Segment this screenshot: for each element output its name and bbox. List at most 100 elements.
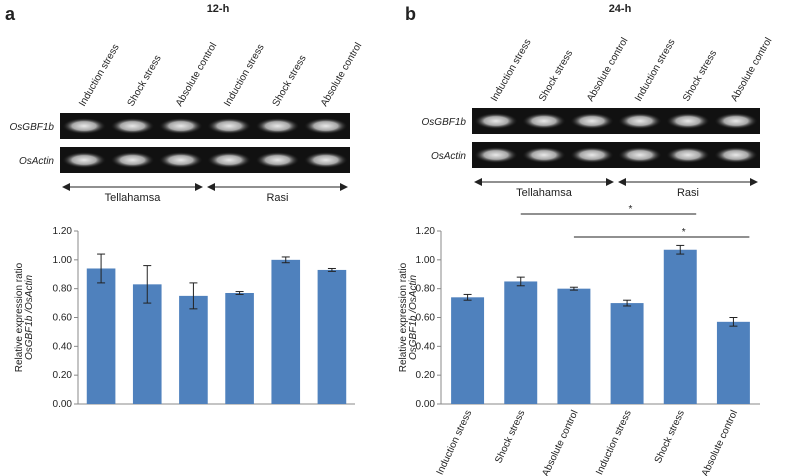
bar <box>557 288 591 404</box>
gel-band <box>255 118 300 134</box>
y-tick-label: 0.20 <box>53 370 73 381</box>
bar <box>716 321 750 404</box>
error-bar <box>281 256 290 264</box>
gel-row-label: OsActin <box>19 156 54 167</box>
gel-band <box>304 152 348 168</box>
y-tick-label: 0.40 <box>53 341 73 352</box>
gel-band <box>570 113 614 129</box>
gel-band <box>62 152 106 168</box>
gel-band <box>618 113 662 129</box>
group-label: Rasi <box>266 192 288 204</box>
bar <box>271 259 301 404</box>
gel-strip <box>472 108 760 134</box>
lane-label: Absolute control <box>319 41 364 109</box>
lane-label: Absolute control <box>174 41 219 109</box>
x-tick-label: Absolute control <box>540 409 580 476</box>
gel-band <box>666 147 710 163</box>
gel-band <box>570 147 614 163</box>
gel-row-label: OsActin <box>431 151 466 162</box>
y-tick-label: 0.80 <box>416 284 436 295</box>
chart-title: 24-h <box>609 3 632 15</box>
error-bar <box>463 293 472 301</box>
gel-band <box>62 118 106 134</box>
bar <box>317 269 347 404</box>
gel-strip <box>472 142 760 168</box>
error-bar <box>729 317 738 327</box>
error-bar <box>327 267 336 272</box>
panel-label: a <box>5 4 16 24</box>
group-label: Tellahamsa <box>516 187 573 199</box>
y-axis-label: OsGBF1b /OsActin <box>408 275 419 360</box>
chart-title: 12-h <box>207 3 230 15</box>
y-tick-label: 0.80 <box>53 284 73 295</box>
bar <box>610 303 644 404</box>
gel-band <box>474 147 518 163</box>
bar <box>179 295 208 404</box>
gel-band <box>618 147 662 163</box>
significance-mark: * <box>629 204 633 215</box>
gel-band <box>304 118 348 134</box>
lane-label: Induction stress <box>222 42 267 108</box>
error-bar <box>235 291 244 295</box>
lane-label: Induction stress <box>489 37 534 103</box>
gel-strip <box>60 147 350 173</box>
gel-band <box>110 152 155 168</box>
bar <box>132 284 162 404</box>
gel-band <box>255 152 300 168</box>
y-axis-label: Relative expression ratio <box>398 262 409 372</box>
lane-label: Absolute control <box>585 36 630 104</box>
lane-label: Shock stress <box>681 48 719 103</box>
error-bar <box>189 282 198 310</box>
lane-label: Induction stress <box>633 37 678 103</box>
error-bar <box>143 265 152 304</box>
x-tick-label: Absolute control <box>700 409 740 476</box>
x-tick-label: Induction stress <box>594 409 634 476</box>
gel-band <box>207 152 251 168</box>
y-axis-label: Relative expression ratio <box>14 262 25 372</box>
y-tick-label: 1.00 <box>416 255 436 266</box>
lane-label: Induction stress <box>77 42 122 108</box>
gel-row-label: OsGBF1b <box>422 117 467 128</box>
y-tick-label: 0.60 <box>416 313 436 324</box>
y-tick-label: 1.20 <box>53 226 73 237</box>
y-tick-label: 1.00 <box>53 255 73 266</box>
y-tick-label: 0.60 <box>53 313 73 324</box>
lane-label: Shock stress <box>271 53 309 108</box>
gel-strip <box>60 113 350 139</box>
error-bar <box>569 286 578 291</box>
gel-band <box>714 147 758 163</box>
y-tick-label: 0.00 <box>53 399 73 410</box>
error-bar <box>623 299 632 307</box>
gel-band <box>110 118 155 134</box>
x-tick-label: Shock stress <box>493 409 527 466</box>
lane-label: Shock stress <box>537 48 575 103</box>
lane-label: Absolute control <box>729 36 774 104</box>
bar <box>225 292 254 404</box>
y-tick-label: 1.20 <box>416 226 436 237</box>
bar <box>451 297 485 404</box>
lane-label: Shock stress <box>126 53 164 108</box>
significance-mark: * <box>682 227 686 238</box>
gel-band <box>714 113 758 129</box>
gel-row-label: OsGBF1b <box>10 122 55 133</box>
gel-band <box>207 118 251 134</box>
y-axis-label: OsGBF1b /OsActin <box>24 275 35 360</box>
group-label: Tellahamsa <box>105 192 162 204</box>
gel-band <box>522 113 566 129</box>
gel-band <box>159 152 203 168</box>
y-tick-label: 0.00 <box>416 399 436 410</box>
bar <box>504 281 538 404</box>
gel-band <box>522 147 566 163</box>
x-tick-label: Shock stress <box>653 409 687 466</box>
bar <box>86 268 116 404</box>
error-bar <box>676 244 685 255</box>
x-tick-label: Induction stress <box>435 409 475 476</box>
error-bar <box>516 276 525 287</box>
group-label: Rasi <box>677 187 699 199</box>
panel-label: b <box>405 4 416 24</box>
y-tick-label: 0.40 <box>416 341 436 352</box>
y-tick-label: 0.20 <box>416 370 436 381</box>
gel-band <box>666 113 710 129</box>
gel-band <box>159 118 203 134</box>
